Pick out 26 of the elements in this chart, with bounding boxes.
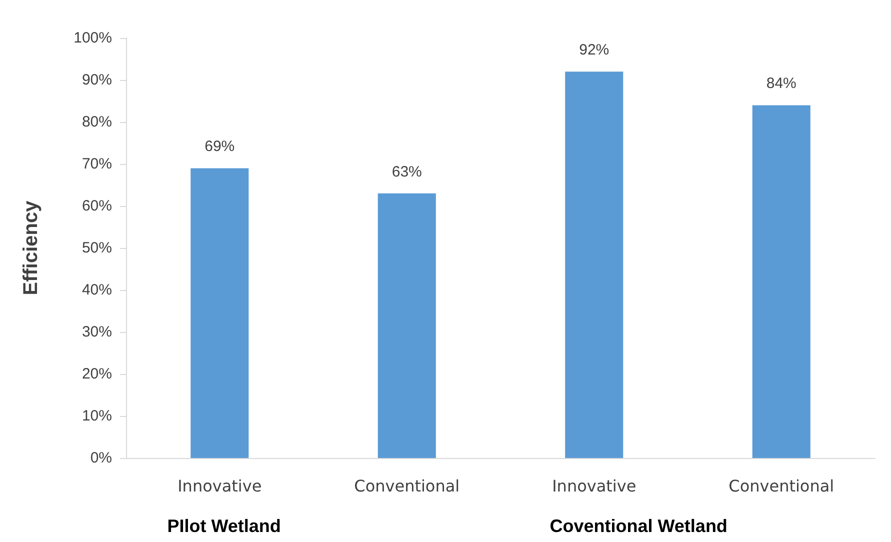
data-label: 84% (766, 75, 796, 92)
y-tick-label: 10% (82, 408, 112, 424)
y-tick-label: 0% (90, 450, 112, 466)
y-tick-label: 100% (74, 30, 112, 46)
bar (752, 105, 810, 458)
data-label: 63% (392, 163, 422, 180)
x-tick-label: Conventional (728, 476, 834, 496)
y-tick-label: 30% (82, 324, 112, 340)
y-tick-label: 80% (82, 114, 112, 130)
y-tick-label: 90% (82, 72, 112, 88)
y-tick-label: 60% (82, 198, 112, 214)
x-tick-label: Conventional (354, 476, 460, 496)
y-axis-title: Efficiency (20, 200, 42, 296)
text: Coventional Wetland (550, 516, 728, 536)
y-tick-label: 50% (82, 240, 112, 256)
bar (190, 168, 249, 458)
y-tick-label: 40% (82, 282, 112, 298)
y-tick-label: 70% (82, 156, 112, 172)
x-tick-label: Innovative (178, 476, 262, 496)
bar (565, 72, 624, 458)
bar (378, 193, 436, 458)
x-tick-label: Innovative (552, 476, 636, 496)
data-label: 92% (579, 42, 610, 59)
text: PIlot Wetland (167, 516, 281, 536)
data-label: 69% (204, 138, 235, 156)
y-tick-label: 20% (82, 366, 112, 382)
